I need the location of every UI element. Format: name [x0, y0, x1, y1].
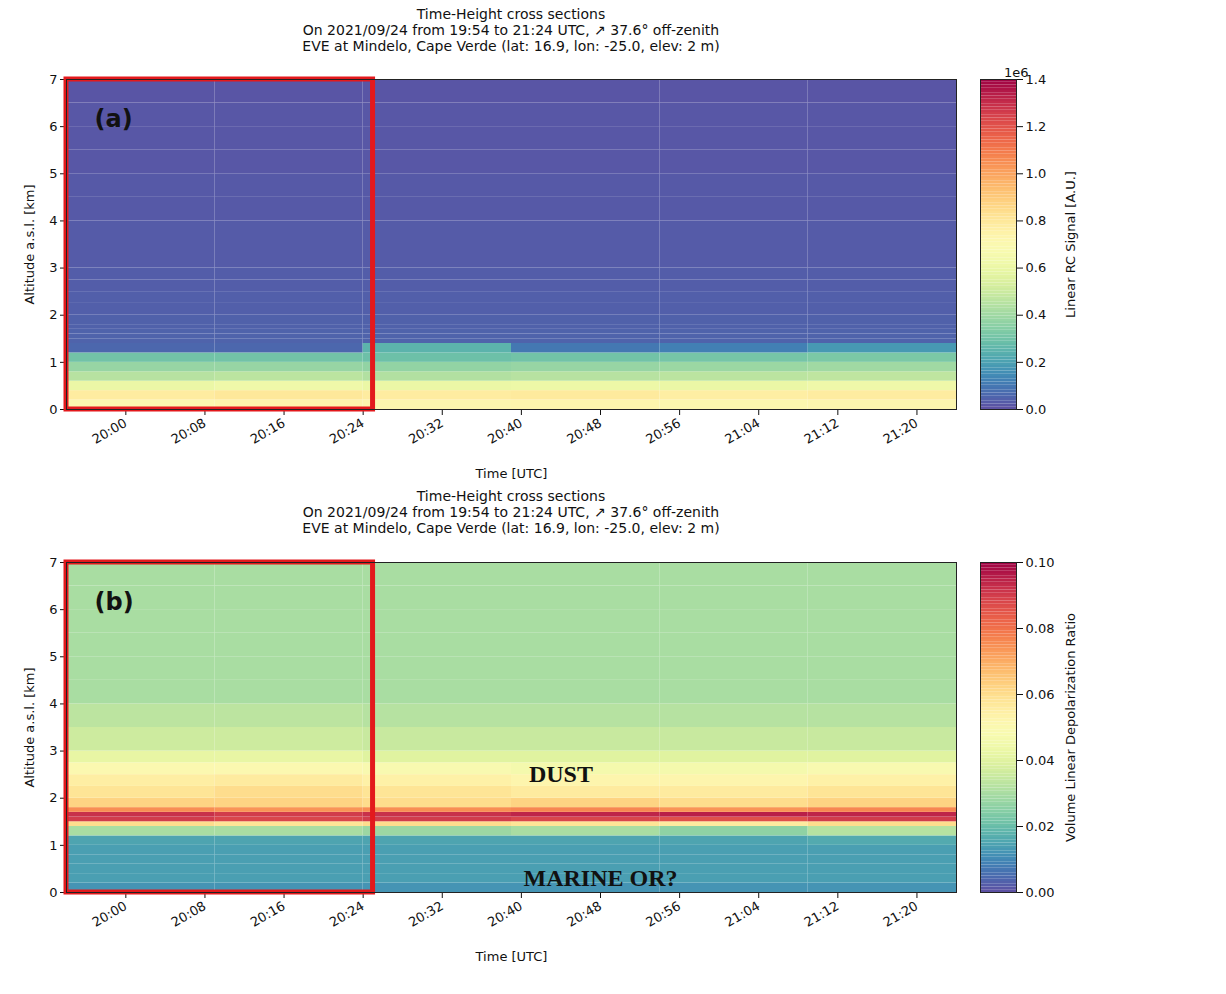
svg-text:2: 2: [49, 308, 57, 323]
svg-text:0: 0: [49, 884, 57, 899]
svg-text:20:00: 20:00: [89, 415, 129, 447]
svg-text:20:32: 20:32: [406, 898, 446, 930]
svg-text:Volume Linear Depolarization R: Volume Linear Depolarization Ratio: [1063, 613, 1078, 842]
svg-text:1.4: 1.4: [1026, 72, 1047, 87]
svg-text:20:40: 20:40: [485, 898, 525, 930]
svg-text:MARINE OR?: MARINE OR?: [524, 865, 678, 891]
svg-text:20:32: 20:32: [406, 415, 446, 447]
svg-text:0.02: 0.02: [1026, 818, 1055, 833]
svg-text:21:04: 21:04: [722, 415, 762, 447]
svg-text:0.8: 0.8: [1026, 213, 1047, 228]
svg-text:1.0: 1.0: [1026, 166, 1047, 181]
svg-text:20:56: 20:56: [643, 898, 683, 930]
html-text:On 2021/09/24 from 19:54 to 21: On 2021/09/24 from 19:54 to 21:24 UTC, ↗…: [302, 504, 720, 521]
svg-text:20:16: 20:16: [248, 415, 288, 447]
svg-text:0.08: 0.08: [1026, 620, 1055, 635]
svg-text:20:08: 20:08: [169, 898, 209, 930]
svg-text:4: 4: [49, 213, 57, 228]
svg-text:21:12: 21:12: [801, 898, 841, 930]
svg-text:7: 7: [49, 554, 57, 569]
svg-text:20:08: 20:08: [169, 415, 209, 447]
svg-text:(a): (a): [95, 105, 133, 133]
svg-text:Time [UTC]: Time [UTC]: [475, 948, 548, 963]
svg-text:5: 5: [49, 166, 57, 181]
svg-text:1: 1: [49, 837, 57, 852]
svg-text:Linear RC Signal [A.U.]: Linear RC Signal [A.U.]: [1063, 171, 1078, 318]
svg-text:0.6: 0.6: [1026, 261, 1047, 276]
svg-text:0.10: 0.10: [1026, 554, 1055, 569]
svg-text:DUST: DUST: [529, 761, 593, 787]
html-text:On 2021/09/24 from 19:54 to 21: On 2021/09/24 from 19:54 to 21:24 UTC, ↗…: [302, 22, 720, 39]
svg-text:6: 6: [49, 601, 57, 616]
svg-text:Time [UTC]: Time [UTC]: [475, 466, 548, 481]
svg-text:20:48: 20:48: [564, 415, 604, 447]
svg-text:4: 4: [49, 696, 57, 711]
svg-text:21:20: 21:20: [881, 898, 921, 930]
html-text:Time-Height cross sections: Time-Height cross sections: [416, 488, 606, 505]
svg-text:20:48: 20:48: [564, 898, 604, 930]
svg-text:5: 5: [49, 649, 57, 664]
svg-text:3: 3: [49, 743, 57, 758]
html-text:EVE at Mindelo, Cape Verde (la: EVE at Mindelo, Cape Verde (lat: 16.9, l…: [302, 520, 720, 537]
html-text:Time-Height cross sections: Time-Height cross sections: [416, 6, 606, 22]
svg-text:20:00: 20:00: [89, 898, 129, 930]
svg-text:20:56: 20:56: [643, 415, 683, 447]
svg-text:7: 7: [49, 72, 57, 87]
svg-text:20:16: 20:16: [248, 898, 288, 930]
svg-text:21:04: 21:04: [722, 898, 762, 930]
svg-text:21:12: 21:12: [801, 415, 841, 447]
svg-text:0.06: 0.06: [1026, 686, 1055, 701]
svg-text:0.2: 0.2: [1026, 355, 1047, 370]
svg-text:20:40: 20:40: [485, 415, 525, 447]
svg-text:0.04: 0.04: [1026, 752, 1055, 767]
svg-text:1e6: 1e6: [1004, 65, 1029, 80]
svg-text:1.2: 1.2: [1026, 119, 1047, 134]
svg-text:0: 0: [49, 402, 57, 417]
svg-text:21:20: 21:20: [881, 415, 921, 447]
svg-text:0.00: 0.00: [1026, 884, 1055, 899]
svg-text:0.0: 0.0: [1026, 402, 1047, 417]
svg-text:(b): (b): [95, 587, 134, 615]
svg-text:2: 2: [49, 790, 57, 805]
svg-text:20:24: 20:24: [327, 415, 367, 447]
svg-text:0.4: 0.4: [1026, 308, 1047, 323]
svg-text:Altitude a.s.l. [km]: Altitude a.s.l. [km]: [22, 185, 37, 305]
svg-text:1: 1: [49, 355, 57, 370]
html-text:EVE at Mindelo, Cape Verde (la: EVE at Mindelo, Cape Verde (lat: 16.9, l…: [302, 38, 720, 55]
svg-text:3: 3: [49, 261, 57, 276]
svg-text:6: 6: [49, 119, 57, 134]
svg-text:20:24: 20:24: [327, 898, 367, 930]
svg-text:Altitude a.s.l. [km]: Altitude a.s.l. [km]: [22, 667, 37, 787]
